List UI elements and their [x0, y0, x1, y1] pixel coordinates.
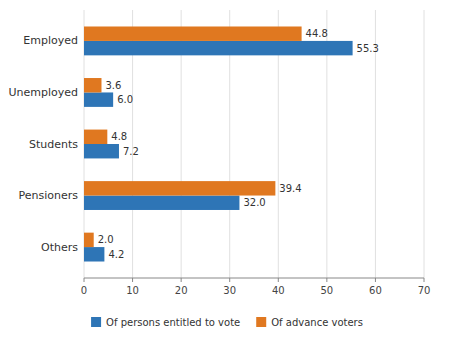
tick-label: 20	[175, 285, 188, 296]
legend-swatch	[256, 317, 266, 327]
tick	[181, 278, 182, 282]
x-axis: 0 10 20 30 40 50 60 70	[81, 278, 431, 296]
chart: 4.2 32.0 7.2 6.0 55.3 2.0 39.4 4.8 3.6 44.8 0 10 20 3…	[0, 0, 454, 340]
legend-label: Of persons entitled to vote	[106, 317, 240, 328]
tick-label: 0	[81, 285, 87, 296]
category-label: Employed	[23, 34, 78, 47]
grid	[84, 10, 424, 278]
tick	[229, 278, 230, 282]
page: {"chart_data": {"type": "bar", "orientat…	[0, 0, 454, 340]
tick-label: 40	[272, 285, 285, 296]
data-label: 55.3	[357, 43, 379, 54]
bar	[84, 78, 101, 92]
bar	[84, 196, 239, 210]
bar	[84, 247, 104, 261]
category-label: Unemployed	[8, 86, 78, 99]
legend-swatch	[91, 317, 101, 327]
bar	[84, 130, 107, 144]
category-label: Students	[29, 138, 78, 151]
data-label: 32.0	[243, 197, 265, 208]
tick	[132, 278, 133, 282]
data-label: 4.2	[108, 249, 124, 260]
tick-label: 10	[126, 285, 139, 296]
bar	[84, 26, 302, 40]
bars	[84, 26, 353, 261]
data-label: 2.0	[98, 234, 114, 245]
data-label: 7.2	[123, 146, 139, 157]
legend: Of persons entitled to vote Of advance vo…	[91, 317, 363, 328]
tick	[278, 278, 279, 282]
tick-label: 60	[369, 285, 382, 296]
axis-line	[84, 278, 424, 279]
bar	[84, 181, 275, 195]
bar	[84, 41, 353, 55]
tick-label: 70	[418, 285, 431, 296]
y-axis: Others Pensioners Students Unemployed Employ…	[8, 34, 78, 253]
bar	[84, 92, 113, 106]
data-label: 3.6	[105, 80, 121, 91]
tick-label: 50	[320, 285, 333, 296]
data-label: 6.0	[117, 94, 133, 105]
data-label: 44.8	[306, 28, 328, 39]
category-label: Pensioners	[19, 189, 79, 202]
tick	[424, 278, 425, 282]
tick-label: 30	[223, 285, 236, 296]
grid-line	[424, 10, 425, 278]
tick	[375, 278, 376, 282]
bar	[84, 144, 119, 158]
data-labels: 4.2 32.0 7.2 6.0 55.3 2.0 39.4 4.8 3.6 44.8	[98, 28, 379, 260]
category-label: Others	[41, 241, 78, 254]
tick	[84, 278, 85, 282]
data-label: 39.4	[279, 183, 301, 194]
bar	[84, 233, 94, 247]
data-label: 4.8	[111, 131, 127, 142]
legend-label: Of advance voters	[271, 317, 363, 328]
tick	[326, 278, 327, 282]
